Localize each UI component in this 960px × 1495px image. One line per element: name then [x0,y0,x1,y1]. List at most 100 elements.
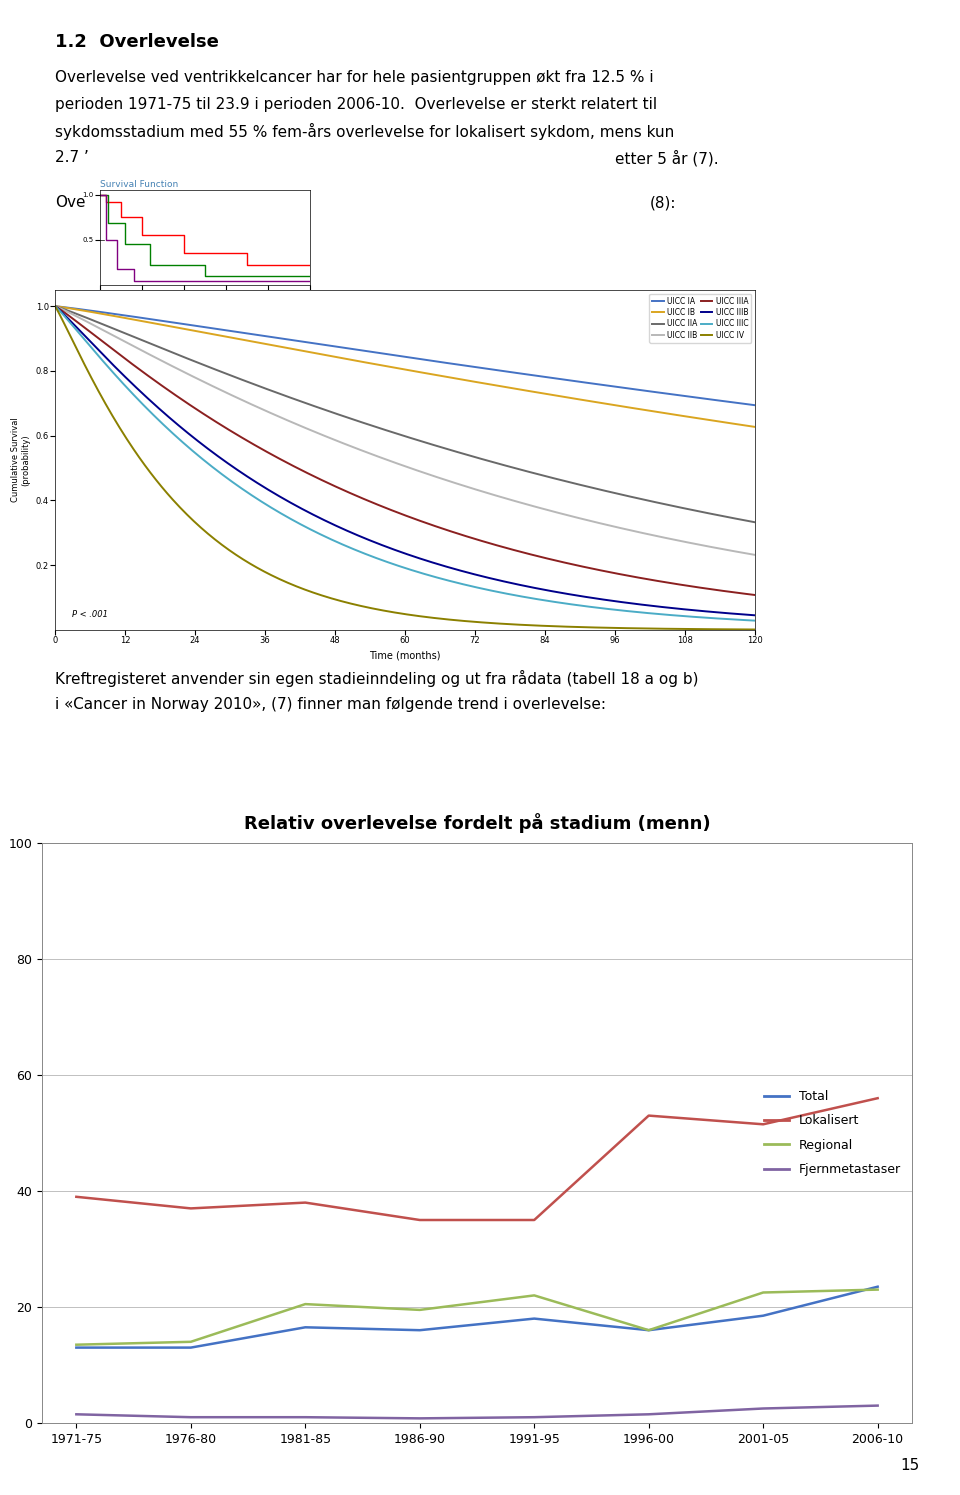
UICC IIB [386,453,397,471]
UICC IIIA [732,585,744,602]
UICC IA [732,395,744,413]
UICC IIIB [623,594,635,611]
UICC IIIB [386,540,397,558]
UICC IB [386,359,397,377]
Line: UICC IIIA: UICC IIIA [55,306,755,595]
UICC IB [749,419,760,437]
UICC IV [732,620,744,638]
UICC IV [382,602,394,620]
Line: UICC IIB: UICC IIB [55,306,755,555]
Line: Lokalisert: Lokalisert [77,1099,877,1220]
UICC IIA [49,298,60,315]
Lokalisert [71,1189,83,1206]
Line: Total: Total [77,1287,877,1347]
Text: Overlevelse ved ventrikkelcancer har for hele pasientgruppen økt fra 12.5 % i: Overlevelse ved ventrikkelcancer har for… [55,70,654,85]
Total [528,1310,540,1328]
Lokalisert [300,1193,311,1211]
Regional [528,1286,540,1304]
UICC IIIB [749,607,760,625]
X-axis label: Time (months): Time (months) [370,650,441,661]
Text: P < .001: P < .001 [73,610,108,619]
UICC IIA [428,437,440,454]
Total [414,1322,425,1340]
UICC IIIC [623,602,635,620]
Title: Relativ overlevelse fordelt på stadium (menn): Relativ overlevelse fordelt på stadium (… [244,813,710,833]
UICC IIIA [382,499,394,517]
UICC IIIC [386,555,397,573]
UICC IA [749,396,760,414]
Line: UICC IB: UICC IB [55,306,755,428]
UICC IIB [382,451,394,469]
UICC IA [49,298,60,315]
Regional [872,1281,883,1299]
UICC IB [466,372,477,390]
UICC IB [623,399,635,417]
Fjernmetastaser [757,1399,769,1417]
UICC IB [382,357,394,375]
Text: perioden 1971-75 til 23.9 i perioden 2006-10.  Overlevelse er sterkt relatert ti: perioden 1971-75 til 23.9 i perioden 200… [55,97,658,112]
UICC IIIA [466,529,477,547]
UICC IIA [623,487,635,505]
UICC IIB [623,520,635,538]
Regional [757,1284,769,1302]
Legend: UICC IA, UICC IB, UICC IIA, UICC IIB, UICC IIIA, UICC IIIB, UICC IIIC, UICC IV: UICC IA, UICC IB, UICC IIA, UICC IIB, UI… [649,295,751,342]
Text: 15: 15 [900,1458,920,1473]
UICC IIIB [466,565,477,583]
UICC IV [623,619,635,637]
UICC IIIB [428,555,440,573]
Regional [643,1322,655,1340]
UICC IIIA [49,298,60,315]
UICC IA [623,380,635,398]
Text: 2.7 ’: 2.7 ’ [55,150,89,164]
UICC IIIB [732,605,744,623]
Text: sykdomsstadium med 55 % fem-års overlevelse for lokalisert sykdom, mens kun: sykdomsstadium med 55 % fem-års overleve… [55,123,674,141]
Fjernmetastaser [300,1408,311,1426]
Text: Ove: Ove [55,194,85,209]
Fjernmetastaser [872,1396,883,1414]
Total [185,1338,197,1356]
UICC IIB [49,298,60,315]
Lokalisert [414,1211,425,1229]
UICC IIA [466,447,477,465]
Text: Survival Function: Survival Function [100,181,179,190]
UICC IA [386,345,397,363]
Line: UICC IIIC: UICC IIIC [55,306,755,620]
Total [300,1319,311,1337]
Fjernmetastaser [643,1405,655,1423]
Lokalisert [528,1211,540,1229]
Y-axis label: Cumulative Survival
(probability): Cumulative Survival (probability) [11,417,30,502]
Line: UICC IV: UICC IV [55,306,755,629]
UICC IIA [732,510,744,528]
UICC IB [49,298,60,315]
UICC IIIC [749,611,760,629]
Text: 1.2  Overlevelse: 1.2 Overlevelse [55,33,219,51]
Lokalisert [757,1115,769,1133]
UICC IV [749,620,760,638]
UICC IIIC [732,611,744,629]
Fjernmetastaser [71,1405,83,1423]
UICC IB [732,416,744,434]
Fjernmetastaser [528,1408,540,1426]
UICC IIIA [428,517,440,535]
Regional [71,1335,83,1353]
Text: etter 5 år (7).: etter 5 år (7). [615,150,719,166]
Line: Fjernmetastaser: Fjernmetastaser [77,1405,877,1419]
UICC IIA [386,423,397,441]
Total [872,1278,883,1296]
UICC IIB [732,543,744,561]
Total [643,1322,655,1340]
UICC IIIA [386,501,397,519]
Fjernmetastaser [185,1408,197,1426]
Lokalisert [872,1090,883,1108]
UICC IA [428,353,440,371]
Total [757,1307,769,1325]
UICC IV [49,298,60,315]
UICC IIB [749,546,760,564]
UICC IIIC [466,577,477,595]
UICC IV [466,613,477,631]
Line: UICC IIA: UICC IIA [55,306,755,522]
Fjernmetastaser [414,1410,425,1428]
UICC IIIA [623,567,635,585]
UICC IIIB [49,298,60,315]
UICC IB [428,366,440,384]
